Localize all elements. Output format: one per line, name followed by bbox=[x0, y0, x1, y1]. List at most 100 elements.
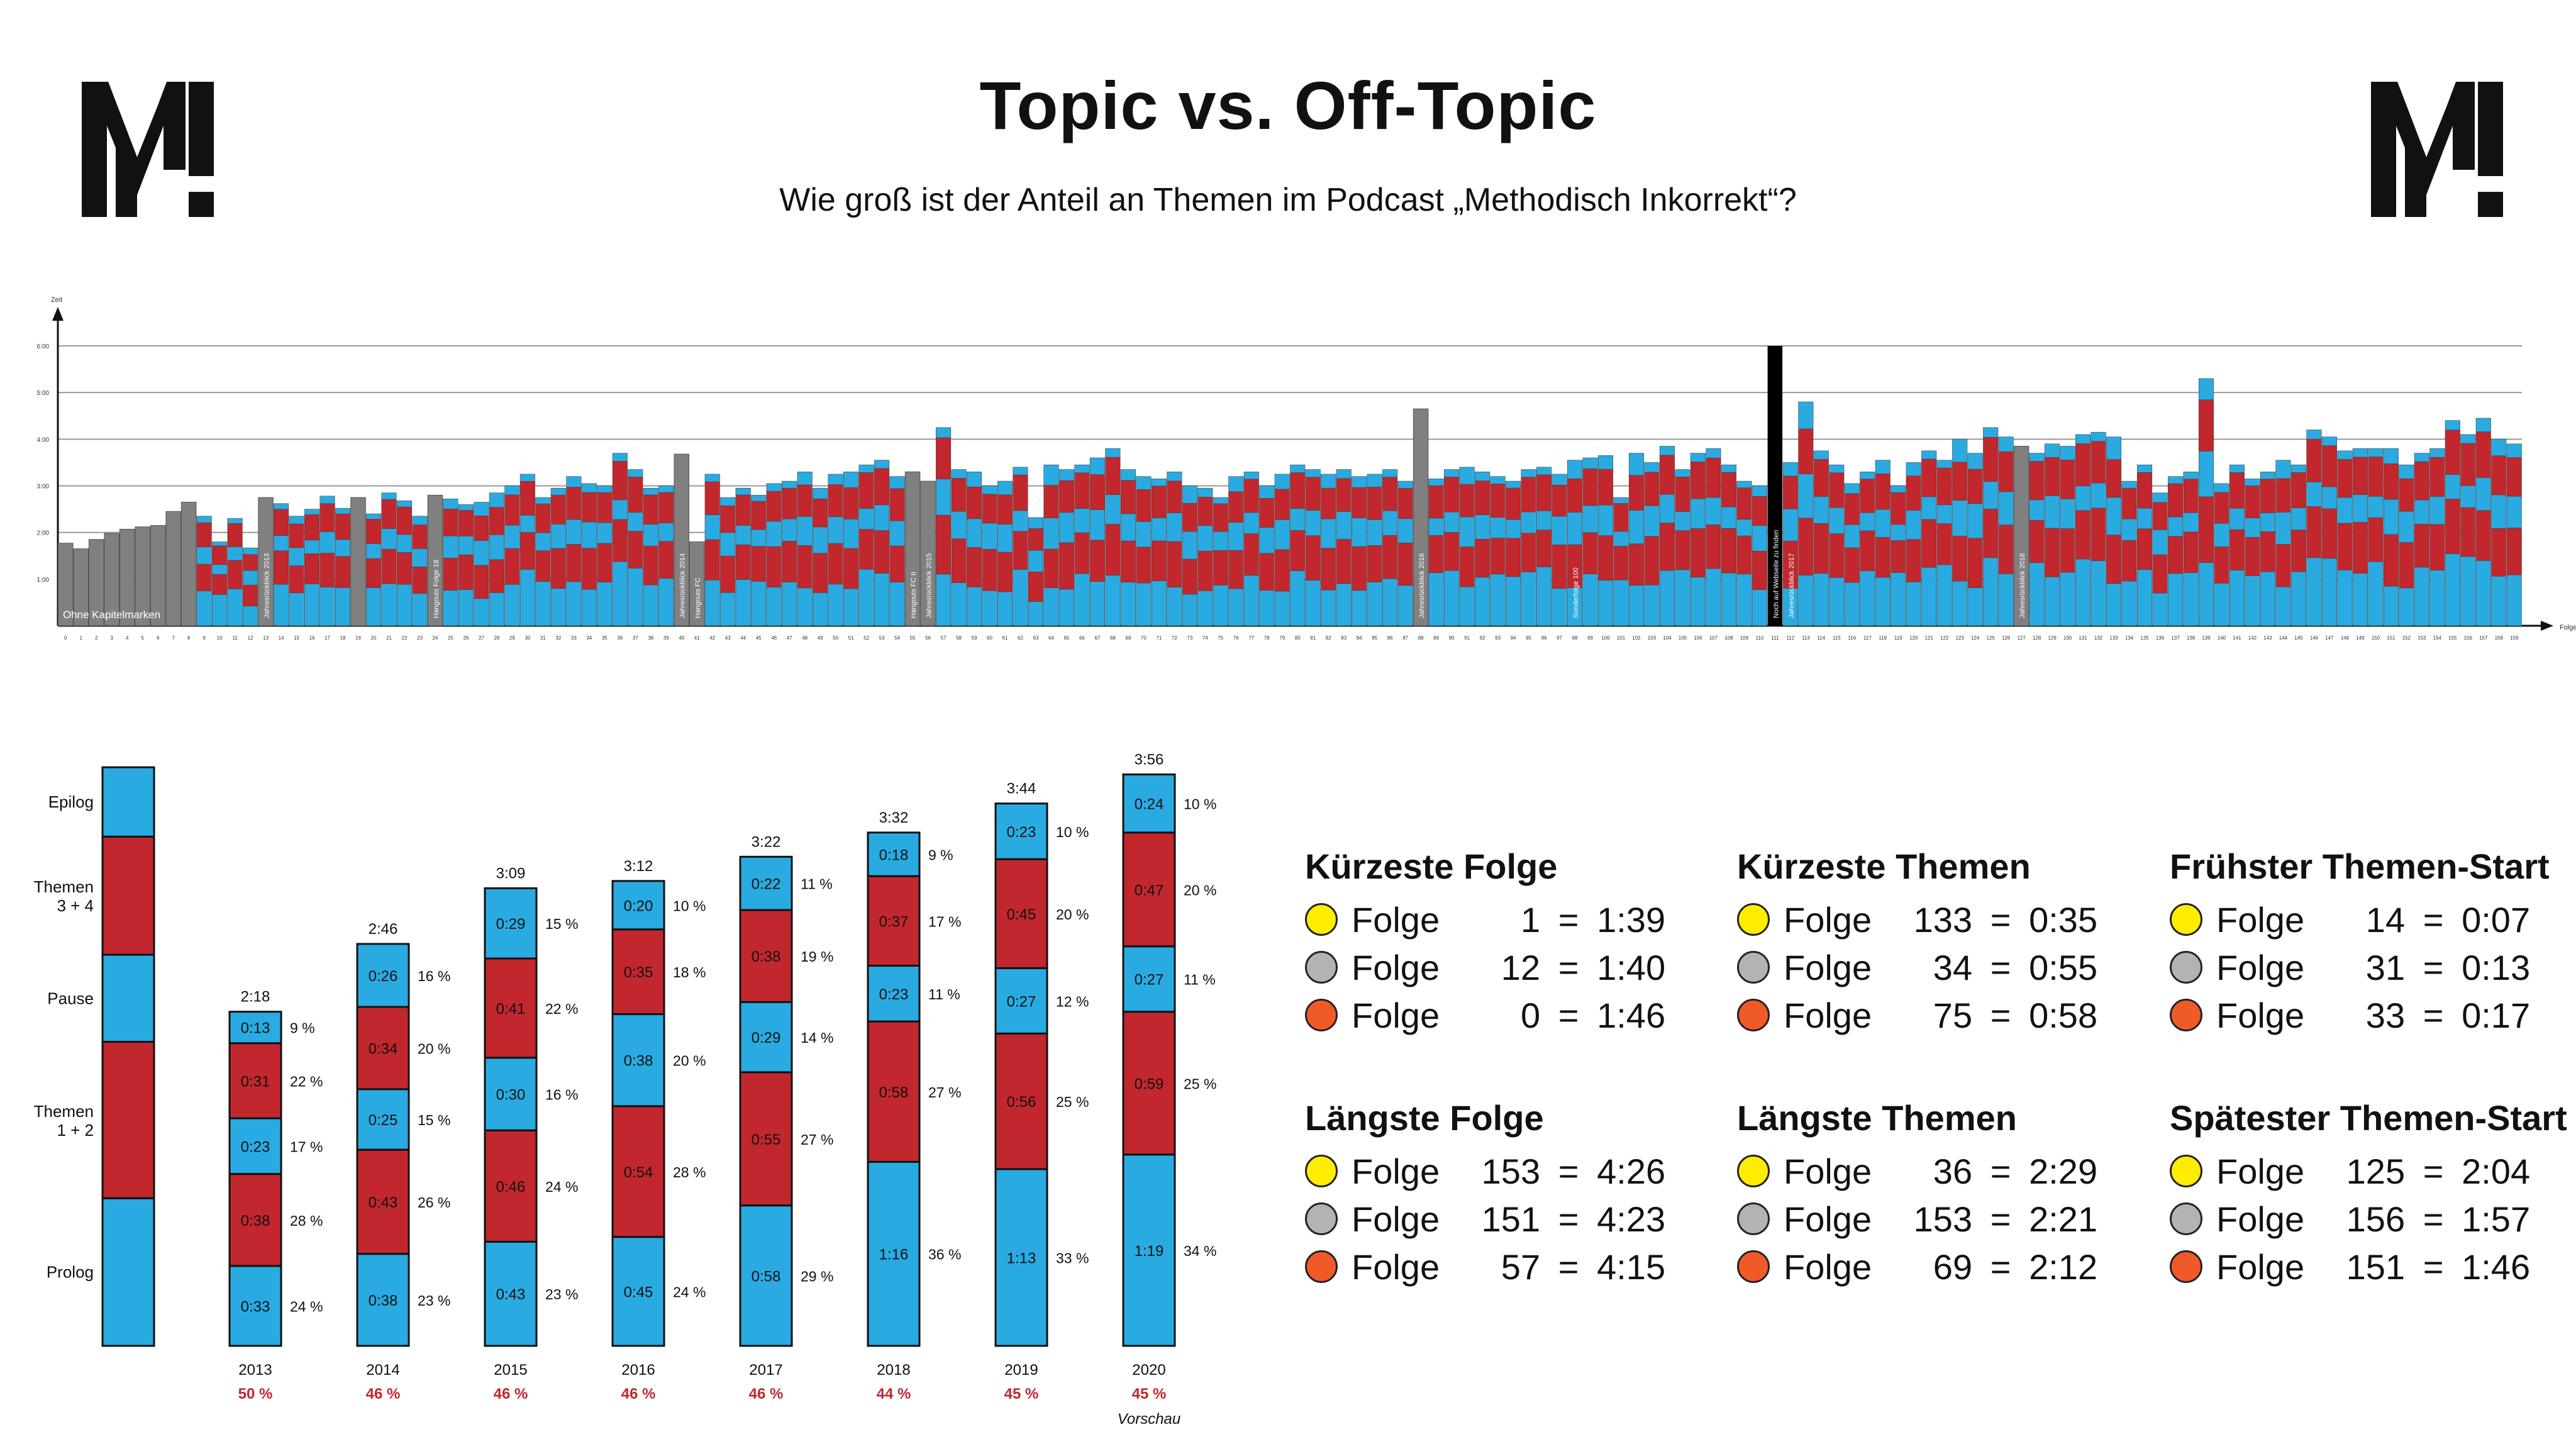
episode-seg-epilog bbox=[2337, 450, 2353, 460]
x-tick-label: 92 bbox=[1480, 635, 1485, 641]
episode-seg-themen-1-2 bbox=[612, 519, 628, 562]
episode-seg-themen-3-4 bbox=[1397, 488, 1413, 519]
x-tick-label: 23 bbox=[417, 635, 423, 641]
episode-seg-themen-3-4 bbox=[2060, 460, 2075, 499]
segment-value-label: 0:33 bbox=[241, 1298, 270, 1315]
episode-seg-prolog bbox=[1352, 590, 1367, 626]
episode-seg-themen-1-2 bbox=[1890, 540, 1906, 573]
segment-value-label: 0:55 bbox=[752, 1131, 781, 1148]
episode-seg-epilog bbox=[704, 474, 720, 482]
episode-seg-epilog bbox=[1213, 497, 1228, 504]
episode-seg-prolog bbox=[1382, 578, 1398, 626]
episode-seg-epilog bbox=[1628, 453, 1645, 476]
episode-seg-themen-3-4 bbox=[1921, 458, 1937, 497]
segment-value-label: 0:38 bbox=[752, 948, 781, 965]
episode-seg-pause bbox=[2445, 474, 2460, 499]
stats-heading: Längste Folge bbox=[1305, 1098, 1544, 1138]
episode-seg-themen-1-2 bbox=[1829, 533, 1845, 578]
segment-value-label: 0:23 bbox=[879, 986, 909, 1003]
episode-seg-themen-3-4 bbox=[766, 491, 782, 522]
episode-seg-themen-3-4 bbox=[1336, 478, 1352, 512]
episode-seg-prolog bbox=[1459, 586, 1475, 626]
legend-label: 3 + 4 bbox=[57, 896, 94, 915]
stats-row-episode: 153 bbox=[1913, 1199, 1973, 1239]
x-tick-label: 138 bbox=[2187, 635, 2196, 641]
segment-percent-label: 20 % bbox=[1056, 906, 1089, 923]
episode-seg-epilog bbox=[319, 496, 335, 504]
episode-seg-themen-1-2 bbox=[519, 532, 535, 570]
x-tick-label: 13 bbox=[263, 635, 269, 641]
episode-seg-epilog bbox=[2229, 464, 2245, 473]
year-seg-themen-1-2 bbox=[1122, 1011, 1176, 1156]
episode-seg-epilog bbox=[2275, 460, 2291, 479]
episode-seg-prolog bbox=[735, 579, 751, 626]
episode-seg-pause bbox=[1290, 508, 1306, 531]
episode-seg-themen-1-2 bbox=[2460, 507, 2476, 557]
episode-seg-themen-3-4 bbox=[274, 509, 289, 536]
equals-sign: = bbox=[1558, 1151, 1579, 1191]
episode-seg-themen-3-4 bbox=[2460, 443, 2476, 486]
stats-row-episode: 36 bbox=[1933, 1151, 1973, 1191]
episode-seg-themen-1-2 bbox=[1813, 523, 1829, 574]
legend-label: Themen bbox=[34, 877, 94, 896]
stats-row: Folge 156 = 1:57 bbox=[2170, 1195, 2576, 1243]
episode-seg-themen-1-2 bbox=[227, 560, 243, 589]
episode-seg-epilog bbox=[1721, 464, 1736, 473]
stats-row-value: 1:46 bbox=[1597, 995, 1666, 1035]
episode-seg-themen-3-4 bbox=[1798, 428, 1814, 474]
year-seg-themen-1-2 bbox=[356, 1148, 410, 1255]
episode-bar-no-chapters bbox=[150, 525, 166, 626]
episode-seg-themen-1-2 bbox=[243, 584, 258, 607]
legend-seg-epilog bbox=[101, 766, 155, 838]
episode-seg-prolog bbox=[396, 584, 413, 626]
episode-seg-prolog bbox=[2506, 574, 2522, 626]
legend-label: Themen bbox=[34, 1102, 94, 1121]
legend-label: 1 + 2 bbox=[57, 1121, 94, 1140]
episode-seg-themen-1-2 bbox=[1105, 524, 1121, 576]
segment-value-label: 0:22 bbox=[752, 876, 781, 893]
episode-seg-themen-1-2 bbox=[874, 530, 890, 574]
episode-seg-epilog bbox=[1428, 479, 1444, 486]
y-tick-label: 3:00 bbox=[37, 484, 50, 491]
episode-seg-prolog bbox=[1013, 569, 1028, 626]
episode-seg-themen-3-4 bbox=[1706, 457, 1721, 498]
episode-seg-prolog bbox=[412, 593, 428, 626]
episode-seg-pause bbox=[1998, 491, 2014, 525]
episode-seg-pause bbox=[2121, 518, 2137, 541]
episode-seg-pause bbox=[2414, 499, 2429, 525]
legend-seg-themen-1-2 bbox=[101, 1041, 155, 1199]
episode-seg-pause bbox=[1352, 518, 1367, 547]
stats-row-value: 1:40 bbox=[1597, 947, 1666, 987]
equals-sign: = bbox=[2423, 947, 2444, 987]
episode-seg-prolog bbox=[766, 587, 782, 626]
episode-seg-themen-3-4 bbox=[2275, 478, 2291, 513]
episode-seg-prolog bbox=[1259, 590, 1275, 626]
episode-seg-themen-1-2 bbox=[1028, 571, 1044, 602]
episode-seg-themen-3-4 bbox=[828, 484, 843, 518]
year-label: 2017 bbox=[749, 1362, 782, 1379]
logo-icon bbox=[82, 82, 214, 217]
episode-seg-themen-3-4 bbox=[797, 484, 813, 517]
episode-seg-pause bbox=[2245, 518, 2260, 538]
stats-row-episode: 75 bbox=[1933, 995, 1973, 1035]
episode-seg-pause bbox=[381, 528, 397, 550]
episode-seg-pause bbox=[1675, 511, 1690, 531]
episode-seg-pause bbox=[1552, 516, 1567, 545]
x-tick-label: 44 bbox=[740, 635, 746, 641]
episode-seg-prolog bbox=[1367, 582, 1382, 626]
annotation-label: Ohne Kapitelmarken bbox=[63, 609, 160, 621]
episode-bar-no-chapters bbox=[135, 526, 150, 626]
episode-seg-prolog bbox=[2137, 569, 2153, 626]
episode-seg-prolog bbox=[243, 606, 258, 626]
episode-seg-themen-1-2 bbox=[1197, 550, 1213, 591]
episode-seg-themen-3-4 bbox=[2368, 457, 2384, 497]
episode-seg-themen-3-4 bbox=[1444, 477, 1460, 513]
episode-seg-epilog bbox=[2306, 430, 2322, 440]
episode-seg-epilog bbox=[735, 487, 751, 496]
x-tick-label: 58 bbox=[956, 635, 962, 641]
x-tick-label: 89 bbox=[1433, 635, 1439, 641]
x-tick-label: 3 bbox=[110, 635, 113, 641]
episode-seg-themen-1-2 bbox=[2106, 535, 2122, 584]
x-tick-label: 80 bbox=[1295, 635, 1301, 641]
episode-seg-pause bbox=[566, 519, 582, 545]
